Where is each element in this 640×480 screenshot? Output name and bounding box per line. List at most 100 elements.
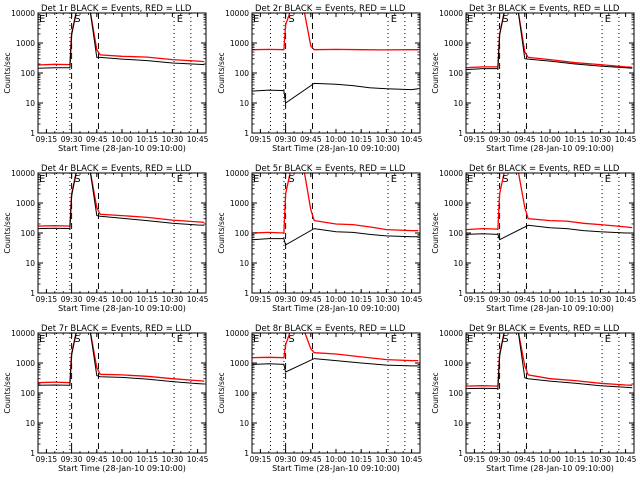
x-axis-label: Start Time (28-Jan-10 09:10:00) [58,464,186,473]
x-axis-label: Start Time (28-Jan-10 09:10:00) [272,464,400,473]
series-line-lld [252,173,419,234]
x-tick-label: 09:45 [86,135,108,144]
chart-title: Det 3r BLACK = Events, RED = LLD [469,4,620,14]
x-tick-label: 09:45 [514,135,536,144]
x-tick-label: 10:15 [564,295,586,304]
event-marker-s: S [288,14,294,25]
y-axis-label: Counts/sec [3,212,12,253]
event-marker-e: E [391,174,397,185]
x-tick-label: 10:00 [539,455,561,464]
x-tick-label: 10:45 [401,295,423,304]
y-tick-label: 1000 [16,39,35,48]
x-tick-label: 09:45 [300,135,322,144]
y-axis-label: Counts/sec [217,52,226,93]
x-tick-label: 10:15 [564,455,586,464]
y-tick-label: 10 [25,419,35,428]
x-tick-label: 09:45 [514,295,536,304]
event-marker-s: S [74,14,80,25]
x-tick-label: 09:15 [36,455,58,464]
y-tick-label: 10000 [439,329,463,338]
y-axis-label: Counts/sec [431,212,440,253]
series-line-events [252,228,419,246]
series-line-events [466,333,633,390]
x-tick-label: 10:15 [136,135,158,144]
x-tick-label: 09:15 [464,135,486,144]
y-tick-label: 10000 [11,9,35,18]
y-tick-label: 10 [25,259,35,268]
y-axis-label: Counts/sec [217,372,226,413]
chart-title: Det 8r BLACK = Events, RED = LLD [255,324,406,334]
x-tick-label: 10:15 [350,295,372,304]
chart-title: Det 6r BLACK = Events, RED = LLD [469,164,620,174]
x-tick-label: 09:30 [275,455,297,464]
y-tick-label: 1 [244,129,249,138]
chart-title: Det 7r BLACK = Events, RED = LLD [41,324,192,334]
y-tick-label: 1 [458,449,463,458]
series-line-events [252,82,419,104]
y-tick-label: 100 [235,69,250,78]
x-tick-label: 10:45 [187,455,209,464]
x-tick-label: 09:15 [464,455,486,464]
x-tick-label: 10:00 [111,455,133,464]
y-tick-label: 10000 [439,9,463,18]
plot-frame [465,332,635,454]
plot-frame [251,332,421,454]
x-tick-label: 09:15 [250,295,272,304]
x-tick-label: 10:00 [325,135,347,144]
y-tick-label: 1 [244,449,249,458]
y-axis-label: Counts/sec [217,212,226,253]
y-tick-label: 100 [21,389,36,398]
chart-panel-7: 1 10 100 1000 10000 09:15 09:30 09:45 10:00 10:15… [3,324,209,473]
y-tick-label: 10 [453,99,463,108]
series-line-events [252,358,419,373]
y-tick-label: 10 [453,259,463,268]
event-marker-s: S [74,334,80,345]
x-tick-label: 09:15 [250,455,272,464]
y-tick-label: 10000 [225,169,249,178]
y-tick-label: 100 [449,389,464,398]
chart-panel-8: 1 10 100 1000 10000 09:15 09:30 09:45 10:00 10:15… [217,324,423,473]
x-axis-label: Start Time (28-Jan-10 09:10:00) [272,304,400,313]
x-tick-label: 10:30 [590,135,612,144]
event-marker-s: S [288,334,294,345]
x-tick-label: 10:15 [350,455,372,464]
event-marker-e: E [391,14,397,25]
x-tick-label: 10:00 [111,295,133,304]
series-line-lld [252,13,419,51]
series-line-events [38,333,205,386]
chart-title: Det 5r BLACK = Events, RED = LLD [255,164,406,174]
x-tick-label: 10:00 [539,295,561,304]
y-tick-label: 1000 [230,199,249,208]
y-tick-label: 1000 [444,359,463,368]
x-tick-label: 09:45 [86,295,108,304]
y-tick-label: 10 [239,259,249,268]
chart-title: Det 1r BLACK = Events, RED = LLD [41,4,192,14]
plot-frame [37,332,207,454]
plot-frame [465,12,635,134]
event-marker-s: S [502,14,508,25]
y-tick-label: 10 [453,419,463,428]
x-axis-label: Start Time (28-Jan-10 09:10:00) [272,144,400,153]
x-tick-label: 09:15 [36,135,58,144]
y-tick-label: 1 [30,449,35,458]
x-tick-label: 10:30 [590,295,612,304]
event-marker-e: E [253,14,259,25]
event-marker-e: E [605,334,611,345]
chart-panel-2: 1 10 100 1000 10000 09:15 09:30 09:45 10:00 10:15… [217,4,423,153]
y-tick-label: 1 [30,129,35,138]
x-tick-label: 09:30 [489,295,511,304]
x-tick-label: 10:45 [401,455,423,464]
chart-panel-6: 1 10 100 1000 10000 09:15 09:30 09:45 10:00 10:15… [431,164,637,313]
event-marker-s: S [74,174,80,185]
series-line-lld [466,173,633,231]
x-tick-label: 09:30 [489,455,511,464]
event-marker-e: E [39,14,45,25]
y-axis-label: Counts/sec [3,372,12,413]
y-axis-label: Counts/sec [3,52,12,93]
event-marker-e: E [39,174,45,185]
plot-frame [37,172,207,294]
x-tick-label: 09:30 [61,135,83,144]
y-tick-label: 10 [25,99,35,108]
plot-frame [37,12,207,134]
